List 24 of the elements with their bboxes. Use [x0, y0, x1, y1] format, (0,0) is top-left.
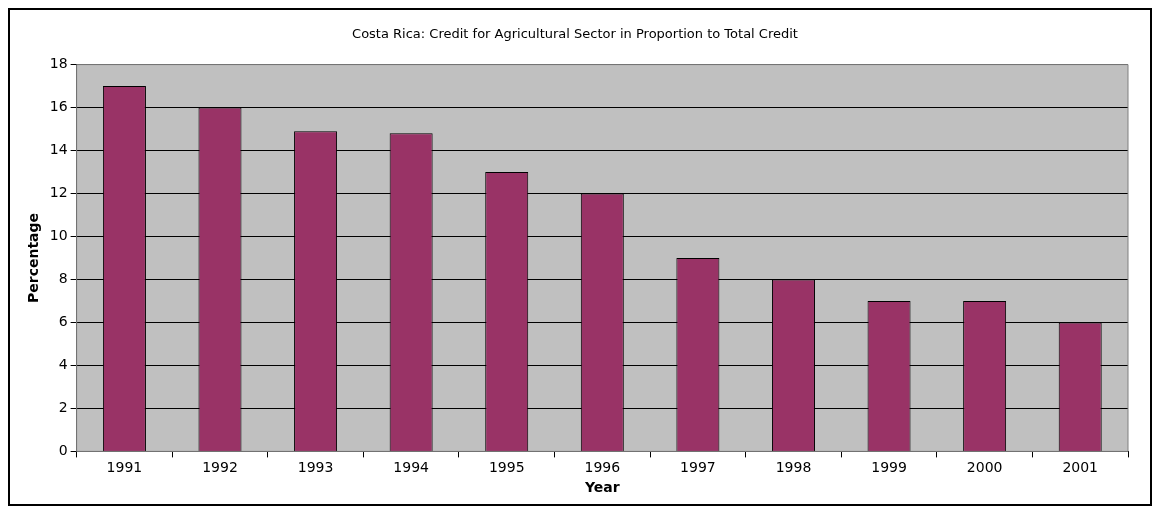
x-tick-label: 1998	[775, 459, 812, 476]
x-tick-label: 1999	[871, 459, 907, 476]
y-axis-title: Percentage	[25, 212, 42, 304]
x-axis-title: Year	[583, 479, 620, 496]
y-tick-label: 0	[58, 442, 68, 459]
chart-title: Costa Rica: Credit for Agricultural Sector in Proportion to Total Credit	[352, 26, 798, 42]
x-tick-label: 1991	[106, 459, 143, 476]
y-tick-label: 18	[49, 55, 68, 72]
x-tick-label: 1995	[488, 459, 525, 476]
y-tick-label: 2	[58, 399, 68, 416]
y-tick-label: 12	[49, 184, 68, 201]
x-tick-label: 1996	[584, 459, 621, 476]
y-tick-label: 14	[49, 141, 68, 158]
x-tick-label: 1997	[680, 459, 716, 476]
y-tick-label: 4	[58, 356, 68, 373]
x-tick-label: 1993	[297, 459, 334, 476]
x-tick-label: 2000	[966, 459, 1003, 476]
x-tick-label: 1994	[393, 459, 430, 476]
x-tick-label: 2001	[1062, 459, 1099, 476]
y-tick-label: 6	[58, 313, 68, 330]
y-tick-label: 10	[49, 227, 68, 244]
x-tick-label: 1992	[202, 459, 238, 476]
y-tick-label: 16	[49, 98, 68, 115]
y-tick-label: 8	[58, 270, 68, 287]
